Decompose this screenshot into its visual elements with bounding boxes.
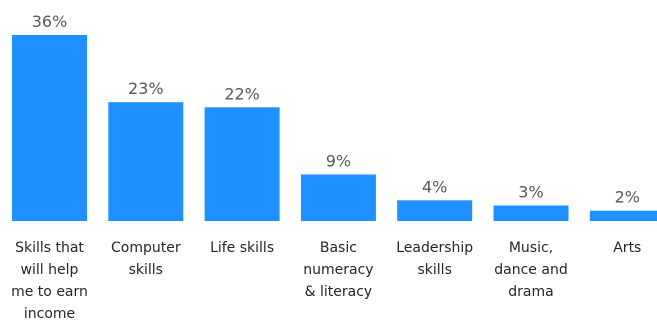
category-label-line: Leadership bbox=[396, 240, 473, 256]
value-label-1: 23% bbox=[128, 79, 164, 98]
category-label-2: Life skills bbox=[210, 240, 274, 256]
category-label-line: dance and bbox=[494, 262, 567, 278]
category-label-line: will help bbox=[21, 262, 79, 278]
value-label-3: 9% bbox=[326, 152, 351, 171]
bar-5 bbox=[493, 205, 569, 221]
value-label-0: 36% bbox=[32, 12, 68, 31]
category-label-line: Life skills bbox=[210, 240, 274, 256]
value-label-4: 4% bbox=[422, 177, 447, 196]
category-label-line: Basic bbox=[320, 240, 357, 256]
bar-1 bbox=[108, 102, 184, 221]
value-label-2: 22% bbox=[224, 84, 260, 103]
category-label-4: Leadership skills bbox=[396, 240, 473, 278]
bar-2 bbox=[204, 107, 280, 221]
category-label-line: skills bbox=[129, 262, 163, 278]
bars-group bbox=[12, 35, 657, 221]
category-label-line: skills bbox=[418, 262, 452, 278]
category-label-line: Music, bbox=[509, 240, 553, 256]
bar-0 bbox=[12, 35, 87, 221]
category-label-line: income bbox=[24, 306, 75, 322]
category-label-line: numeracy bbox=[303, 262, 373, 278]
category-labels-group: Skills that will help me to earn income Comp… bbox=[11, 240, 641, 322]
category-label-5: Music, dance and drama bbox=[494, 240, 567, 300]
category-label-line: Computer bbox=[111, 240, 181, 256]
category-label-0: Skills that will help me to earn income bbox=[11, 240, 88, 322]
category-label-line: Skills that bbox=[15, 240, 84, 256]
bar-4 bbox=[397, 200, 473, 221]
value-label-6: 2% bbox=[615, 188, 640, 207]
category-label-line: drama bbox=[508, 284, 553, 300]
value-labels-group: 36% 23% 22% 9% 4% 3% 2% bbox=[32, 12, 640, 207]
category-label-1: Computer skills bbox=[111, 240, 181, 278]
bar-3 bbox=[300, 174, 376, 221]
category-label-3: Basic numeracy & literacy bbox=[303, 240, 373, 300]
category-label-line: & literacy bbox=[305, 284, 373, 300]
value-label-5: 3% bbox=[518, 183, 543, 202]
category-label-line: Arts bbox=[613, 240, 641, 256]
category-label-line: me to earn bbox=[11, 284, 88, 300]
bar-6 bbox=[589, 210, 657, 221]
category-label-6: Arts bbox=[613, 240, 641, 256]
